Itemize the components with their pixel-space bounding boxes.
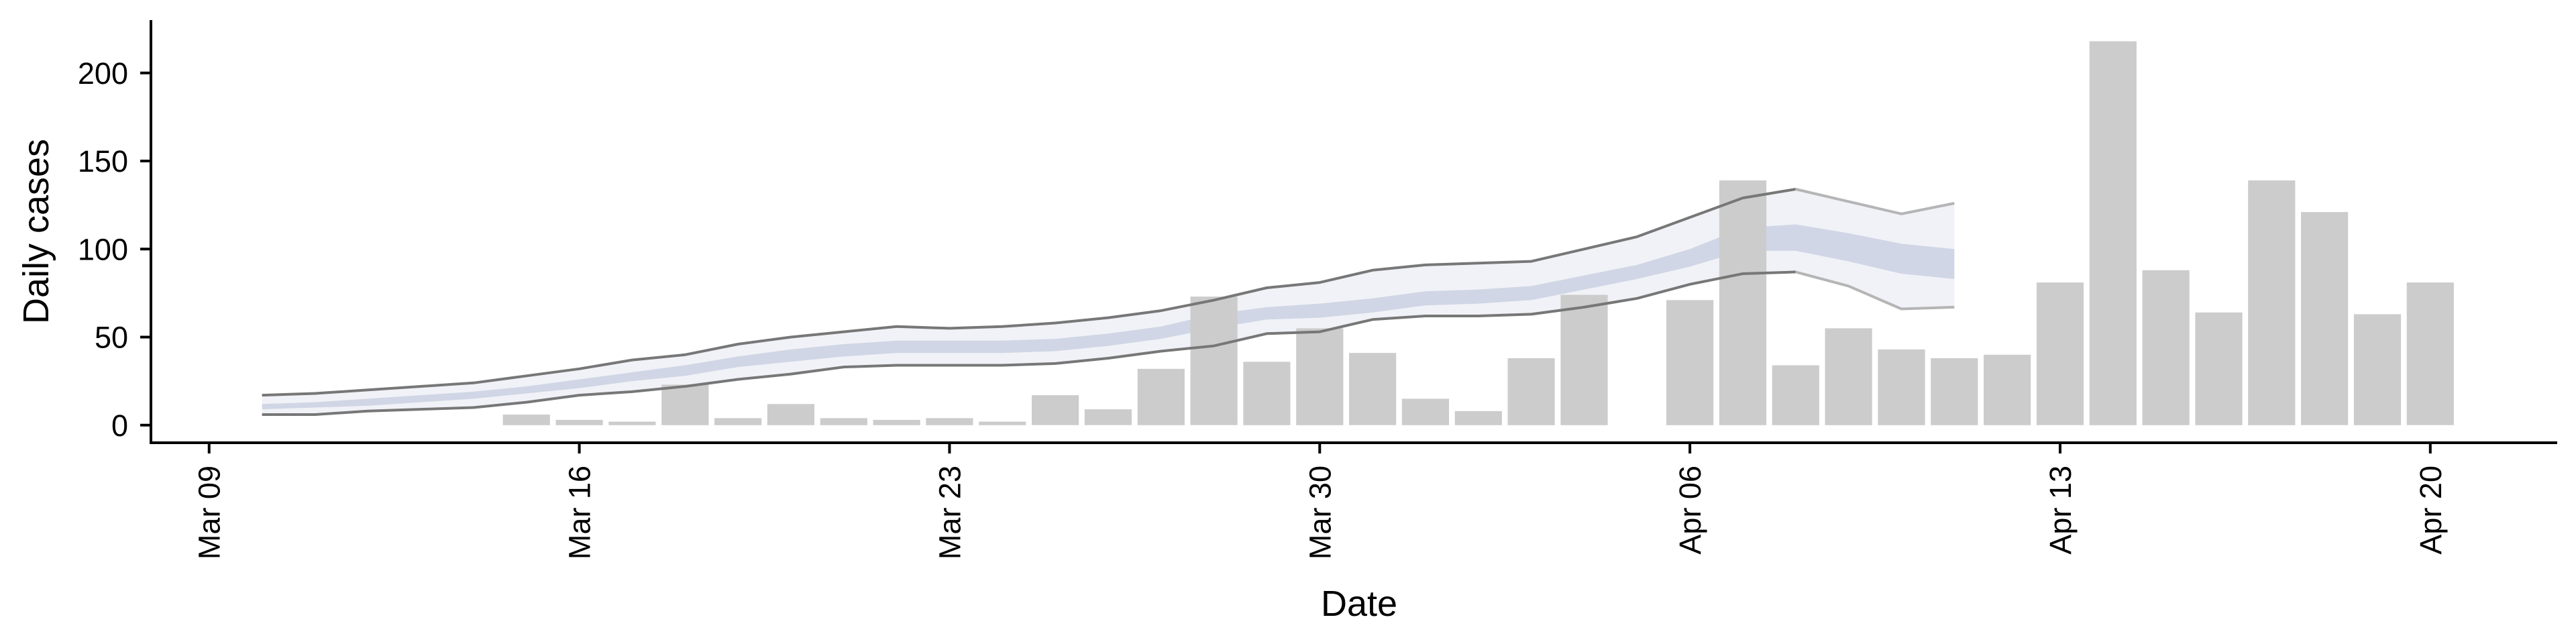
bar (555, 419, 603, 425)
axes (150, 20, 2557, 444)
x-tick-label: Apr 06 (1673, 466, 1707, 555)
bar (1349, 353, 1397, 425)
bar (2142, 270, 2190, 425)
bar (2353, 314, 2402, 425)
bar (767, 404, 814, 425)
bar (1931, 358, 1978, 425)
y-tick-label: 0 (111, 409, 128, 443)
bar (1666, 300, 1714, 425)
y-tick-label: 100 (78, 232, 128, 266)
y-tick-label: 150 (78, 144, 128, 178)
bar (1190, 297, 1238, 425)
bar (1507, 358, 1555, 425)
bar (2248, 180, 2296, 425)
x-tick-label: Mar 09 (193, 466, 227, 559)
bar (1984, 354, 2031, 425)
outer-credible-band (262, 189, 1955, 415)
y-ticks: 0 50 100 150 200 (78, 56, 151, 443)
bar (820, 418, 867, 425)
bar (873, 419, 920, 425)
bar (1137, 368, 1185, 425)
x-tick-label: Mar 23 (932, 466, 967, 559)
x-tick-label: Apr 13 (2043, 466, 2078, 555)
inner-credible-band (262, 224, 1955, 410)
y-tick-label: 200 (78, 56, 128, 91)
bar (926, 418, 973, 425)
bar (979, 421, 1026, 425)
estimate-bands (262, 189, 1955, 415)
y-axis-title: Daily cases (16, 139, 56, 324)
bar (502, 415, 550, 425)
bar (1454, 411, 1502, 425)
bar (1084, 409, 1132, 425)
bar (1243, 362, 1291, 425)
bar (661, 384, 709, 425)
x-tick-label: Mar 30 (1303, 466, 1337, 559)
bar (1032, 395, 1079, 425)
upper-bound-line (262, 188, 1796, 397)
upper-bound-line-faded (1795, 188, 1955, 215)
bar (2301, 212, 2349, 425)
y-tick-label: 50 (95, 321, 128, 355)
bar (1825, 328, 1872, 425)
bar (1401, 398, 1449, 425)
bar (1878, 349, 1925, 425)
x-tick-label: Apr 20 (2414, 466, 2448, 555)
bars-series (502, 41, 2454, 425)
bar (2089, 41, 2137, 425)
bar (2406, 282, 2454, 425)
bar (2195, 312, 2243, 425)
x-ticks: Mar 09 Mar 16 Mar 23 Mar 30 Apr 06 Apr 13 Apr … (193, 443, 2448, 559)
bar (608, 421, 656, 425)
bar (1772, 365, 1819, 425)
x-tick-label: Mar 16 (563, 466, 597, 559)
estimate-lines (262, 188, 1955, 416)
bar (1296, 328, 1344, 425)
lower-bound-line-faded (1795, 270, 1955, 311)
bar (1560, 294, 1608, 425)
bar (714, 418, 762, 425)
bar (1719, 180, 1767, 425)
lower-bound-line (262, 270, 1796, 416)
x-axis-title: Date (1321, 584, 1397, 624)
bar (2036, 282, 2084, 425)
